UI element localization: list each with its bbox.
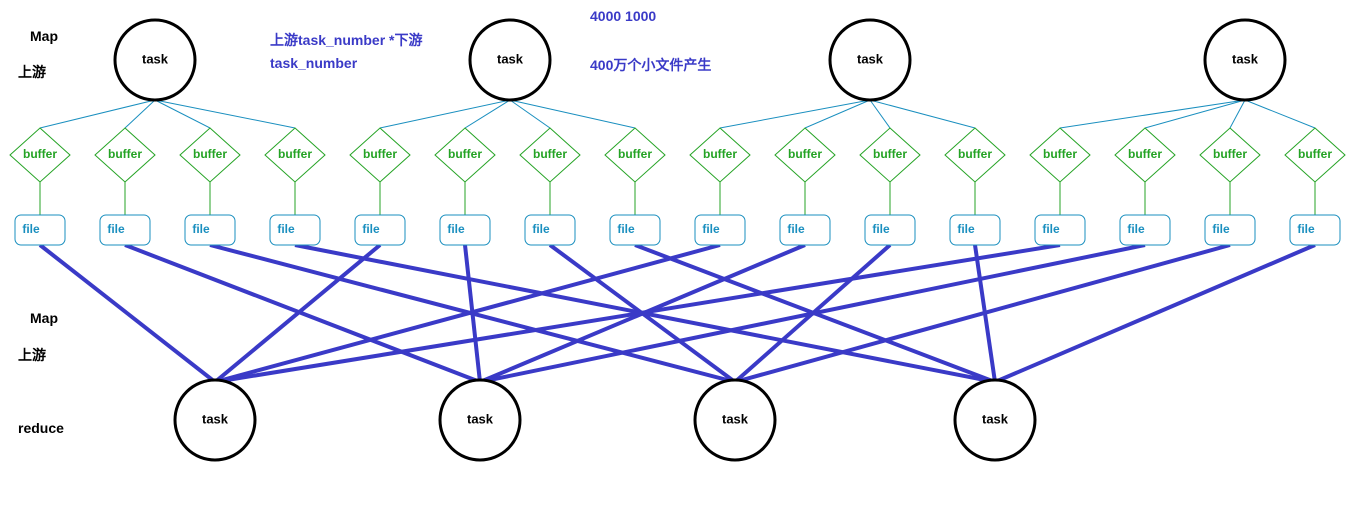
file-label: file [1127, 222, 1145, 236]
bottom-task-label: task [722, 411, 749, 426]
file-label: file [957, 222, 975, 236]
buffer-label: buffer [618, 147, 652, 161]
buffer-label: buffer [108, 147, 142, 161]
top-task-label: task [497, 51, 524, 66]
buffer-label: buffer [363, 147, 397, 161]
buffer-label: buffer [703, 147, 737, 161]
side-label: 上游 [18, 345, 46, 365]
bottom-task-label: task [982, 411, 1009, 426]
top-task-label: task [857, 51, 884, 66]
annotation-text: 4000 1000 [590, 8, 656, 24]
buffer-label: buffer [958, 147, 992, 161]
file-label: file [277, 222, 295, 236]
annotation-text: task_number [270, 55, 357, 71]
buffer-label: buffer [873, 147, 907, 161]
side-label: 上游 [18, 62, 46, 82]
annotation-text: 上游task_number *下游 [270, 30, 422, 50]
file-label: file [1297, 222, 1315, 236]
file-label: file [1212, 222, 1230, 236]
buffer-label: buffer [278, 147, 312, 161]
buffer-label: buffer [1043, 147, 1077, 161]
file-label: file [702, 222, 720, 236]
buffer-label: buffer [1298, 147, 1332, 161]
file-label: file [447, 222, 465, 236]
side-label: Map [30, 28, 58, 44]
file-label: file [532, 222, 550, 236]
top-task-label: task [1232, 51, 1259, 66]
file-label: file [1042, 222, 1060, 236]
buffer-label: buffer [23, 147, 57, 161]
bottom-task-label: task [467, 411, 494, 426]
file-label: file [872, 222, 890, 236]
annotation-text: 400万个小文件产生 [590, 55, 711, 75]
buffer-label: buffer [193, 147, 227, 161]
diagram-canvas: task task task task buffer buffer buffer buffer… [0, 0, 1349, 532]
side-label: reduce [18, 420, 64, 436]
bottom-task-label: task [202, 411, 229, 426]
file-label: file [362, 222, 380, 236]
buffer-label: buffer [533, 147, 567, 161]
file-label: file [192, 222, 210, 236]
file-label: file [22, 222, 40, 236]
buffer-label: buffer [448, 147, 482, 161]
buffer-label: buffer [1128, 147, 1162, 161]
file-label: file [617, 222, 635, 236]
file-label: file [787, 222, 805, 236]
side-label: Map [30, 310, 58, 326]
buffer-label: buffer [1213, 147, 1247, 161]
top-task-label: task [142, 51, 169, 66]
buffer-label: buffer [788, 147, 822, 161]
file-label: file [107, 222, 125, 236]
